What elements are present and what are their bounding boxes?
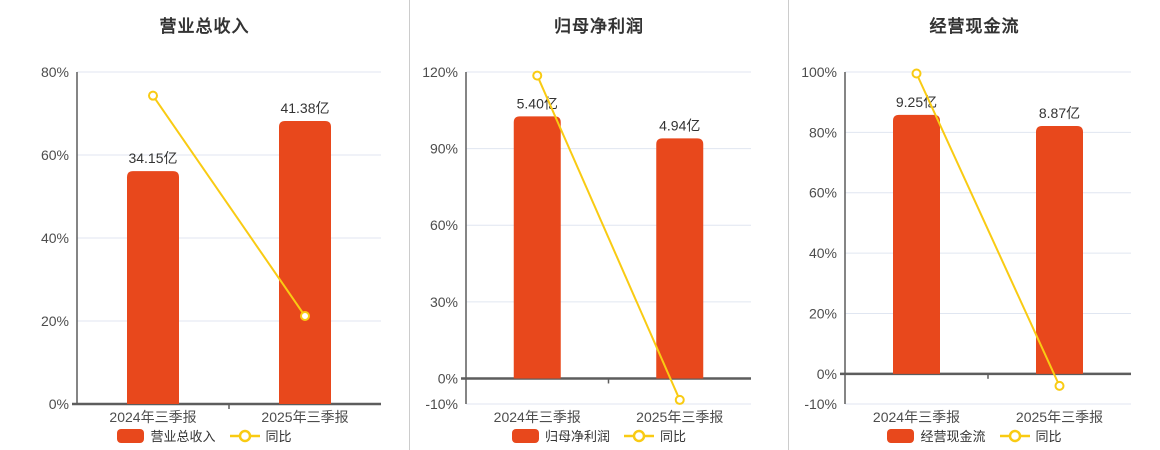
line-series-swatch [999,429,1030,442]
legend-line-marker-glyph [632,429,646,442]
line-series-swatch [624,429,654,442]
revenue-chart-plot: 0% 20% 40% 60% 80% 34.15亿 2024年三季报 41.38亿 2025年三… [41,64,381,425]
chart-legend-cash-flow: 经营现金流 同比 [789,426,1160,445]
y-tick-label: 30% [430,294,458,310]
y-tick-label: 120% [422,64,458,80]
legend-line-marker-glyph [238,429,251,442]
legend-bar-label: 营业总收入 [150,429,216,444]
legend-bar-label: 经营现金流 [920,429,986,444]
legend-line-marker-glyph [1008,429,1021,442]
y-tick-label: 80% [41,64,69,80]
yoy-marker-0[interactable] [911,68,922,79]
chart-panel-net-profit: -10% 0% 30% 60% 90% 120% 5.40亿 2024年三季报 4.94亿 202… [409,0,788,450]
legend-bar-label: 归母净利润 [544,429,610,444]
yoy-marker-1[interactable] [674,394,685,405]
bar-series-swatch [117,428,145,443]
legend-item-net-profit-yoy[interactable]: 同比 [624,426,686,445]
bar-2024年三季报[interactable] [893,114,940,374]
yoy-line [152,95,306,317]
y-tick-label: 40% [809,245,837,261]
legend-line-label: 同比 [660,429,687,444]
bar-2025年三季报[interactable] [1036,126,1083,374]
legend-item-net-profit-bars[interactable]: 归母净利润 [511,426,610,445]
bar-value-label: 4.94亿 [659,117,700,133]
y-tick-label: -10% [804,396,837,412]
category-label: 2025年三季报 [1016,409,1103,425]
bar-value-label: 34.15亿 [128,150,177,166]
y-tick-label: 0% [438,370,458,386]
y-tick-label: 100% [801,64,837,80]
y-tick-label: 60% [809,185,837,201]
legend-item-cash-flow-bars[interactable]: 经营现金流 [887,426,986,445]
category-label: 2024年三季报 [109,409,196,425]
y-tick-label: 0% [817,366,837,382]
legend-item-cash-flow-yoy[interactable]: 同比 [999,426,1062,445]
legend-line-label: 同比 [1035,429,1062,444]
yoy-marker-1[interactable] [1054,380,1065,391]
cash-flow-chart-plot: -10% 0% 20% 40% 60% 80% 100% 9.25亿 2024年三季报 8.87亿… [801,64,1131,425]
legend-item-revenue-bars[interactable]: 营业总收入 [117,426,216,445]
y-tick-label: 0% [49,396,69,412]
bar-series-swatch [511,428,539,443]
chart-panel-revenue: 0% 20% 40% 60% 80% 34.15亿 2024年三季报 41.38亿 2025年三… [0,0,409,450]
category-label: 2024年三季报 [873,409,960,425]
bar-value-label: 41.38亿 [280,100,329,116]
chart-legend-net-profit: 归母净利润 同比 [410,426,788,445]
y-tick-label: 20% [809,305,837,321]
legend-line-label: 同比 [265,429,292,444]
y-tick-label: 20% [41,313,69,329]
yoy-line [915,73,1061,387]
chart-title-cash-flow: 经营现金流 [929,17,1020,36]
category-label: 2024年三季报 [494,409,581,425]
bar-2025年三季报[interactable] [656,138,704,379]
category-label: 2025年三季报 [636,409,723,425]
yoy-line [536,75,681,401]
bar-series-swatch [887,428,915,443]
chart-legend-revenue: 营业总收入 同比 [0,426,409,445]
y-tick-label: 90% [430,141,458,157]
bar-value-label: 8.87亿 [1039,105,1080,121]
y-tick-label: 80% [809,124,837,140]
y-tick-label: -10% [425,396,458,412]
net-profit-chart-plot: -10%0%30%60%90%120%5.40亿2024年三季报4.94亿202… [422,64,751,425]
bar-value-label: 9.25亿 [896,94,937,110]
bar-2024年三季报[interactable] [513,116,561,379]
yoy-marker-0[interactable] [532,70,543,81]
category-label: 2025年三季报 [261,409,348,425]
chart-title-revenue: 营业总收入 [159,17,250,36]
yoy-marker-1[interactable] [300,311,310,322]
chart-panel-cash-flow: -10% 0% 20% 40% 60% 80% 100% 9.25亿 2024年三季报 8.87亿… [788,0,1160,450]
bar-2024年三季报[interactable] [127,171,179,404]
y-tick-label: 40% [41,230,69,246]
line-series-swatch [229,429,260,442]
legend-item-revenue-yoy[interactable]: 同比 [229,426,292,445]
chart-title-net-profit: 归母净利润 [554,17,644,36]
yoy-marker-0[interactable] [148,90,158,101]
y-tick-label: 60% [430,217,458,233]
bar-2025年三季报[interactable] [279,120,331,404]
y-tick-label: 60% [41,147,69,163]
